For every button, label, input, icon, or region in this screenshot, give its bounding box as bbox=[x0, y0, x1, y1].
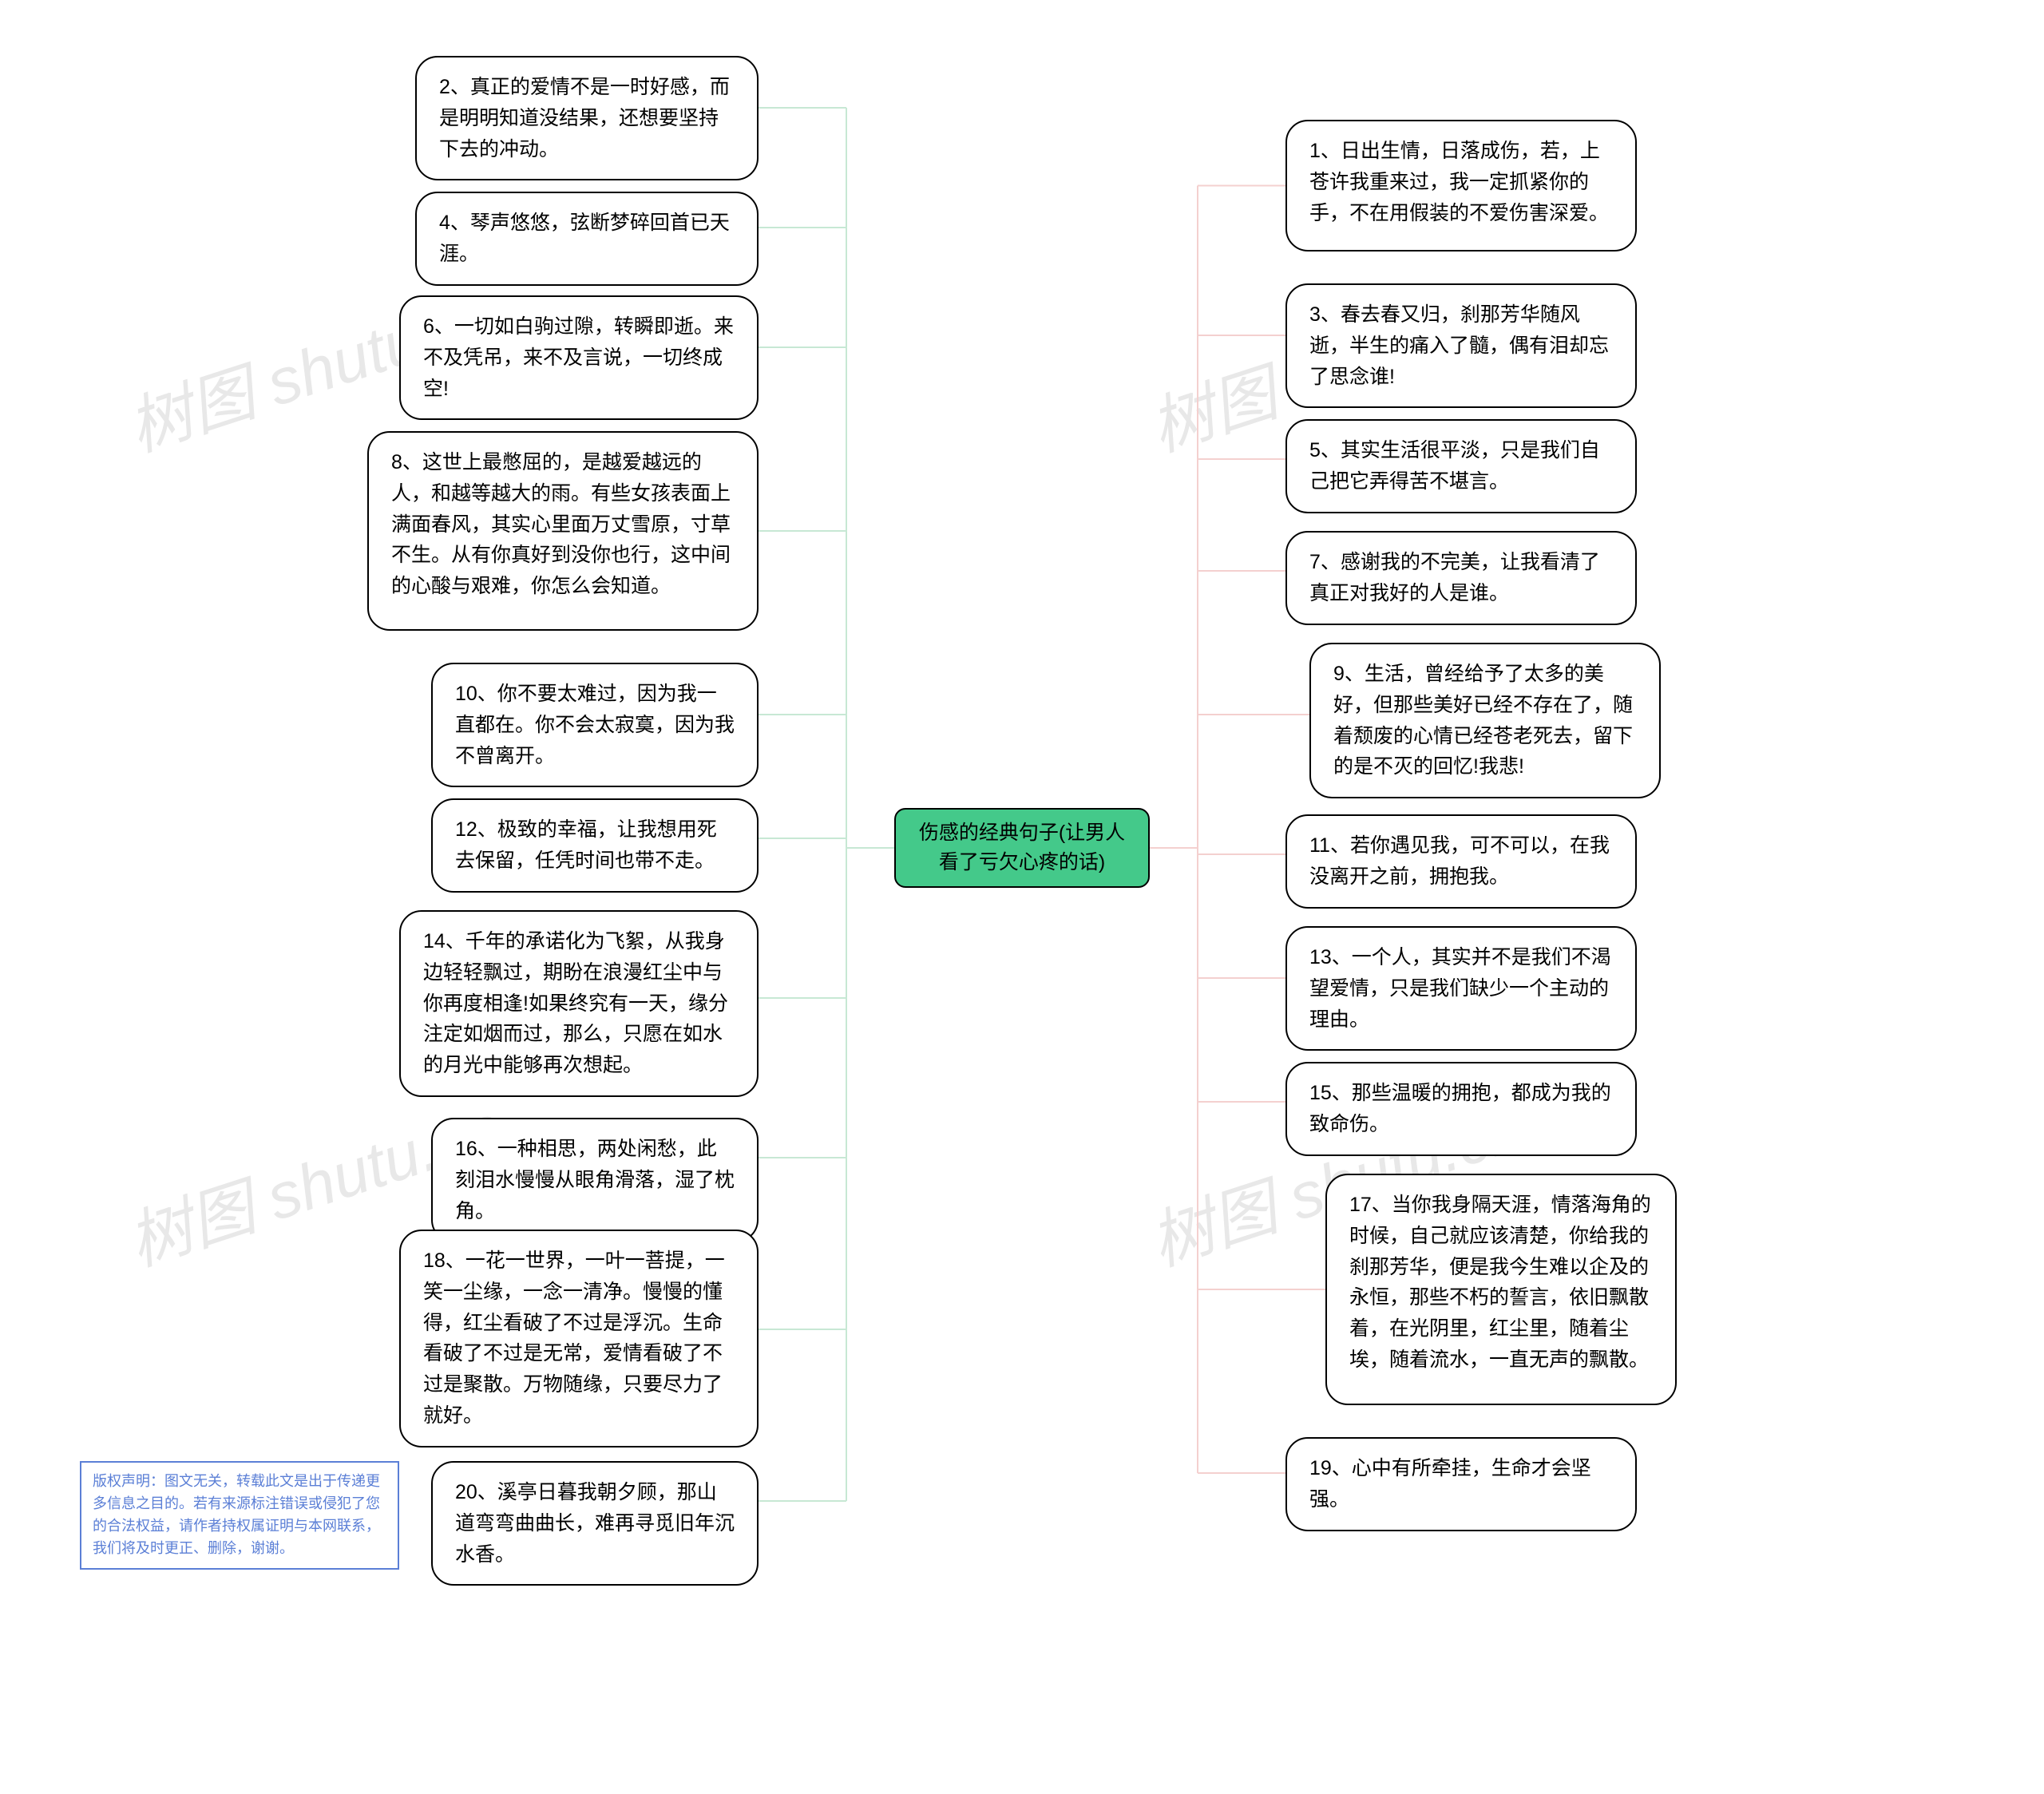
mindmap-node-left: 12、极致的幸福，让我想用死去保留，任凭时间也带不走。 bbox=[431, 798, 759, 893]
mindmap-node-left: 2、真正的爱情不是一时好感，而是明明知道没结果，还想要坚持下去的冲动。 bbox=[415, 56, 759, 180]
mindmap-node-left: 18、一花一世界，一叶一菩提，一笑一尘缘，一念一清净。慢慢的懂得，红尘看破了不过… bbox=[399, 1230, 759, 1447]
mindmap-node-left: 10、你不要太难过，因为我一直都在。你不会太寂寞，因为我不曾离开。 bbox=[431, 663, 759, 787]
mindmap-node-right: 11、若你遇见我，可不可以，在我没离开之前，拥抱我。 bbox=[1285, 814, 1637, 909]
copyright-notice: 版权声明：图文无关，转载此文是出于传递更多信息之目的。若有来源标注错误或侵犯了您… bbox=[80, 1461, 399, 1570]
mindmap-node-right: 3、春去春又归，刹那芳华随风逝，半生的痛入了髓，偶有泪却忘了思念谁! bbox=[1285, 283, 1637, 408]
mindmap-node-right: 15、那些温暖的拥抱，都成为我的致命伤。 bbox=[1285, 1062, 1637, 1156]
mindmap-node-left: 20、溪亭日暮我朝夕顾，那山道弯弯曲曲长，难再寻觅旧年沉水香。 bbox=[431, 1461, 759, 1586]
mindmap-node-left: 8、这世上最憋屈的，是越爱越远的人，和越等越大的雨。有些女孩表面上满面春风，其实… bbox=[367, 431, 759, 631]
mindmap-node-left: 4、琴声悠悠，弦断梦碎回首已天涯。 bbox=[415, 192, 759, 286]
mindmap-node-right: 19、心中有所牵挂，生命才会坚强。 bbox=[1285, 1437, 1637, 1531]
mindmap-node-right: 5、其实生活很平淡，只是我们自己把它弄得苦不堪言。 bbox=[1285, 419, 1637, 513]
mindmap-node-left: 6、一切如白驹过隙，转瞬即逝。来不及凭吊，来不及言说，一切终成空! bbox=[399, 295, 759, 420]
mindmap-node-right: 7、感谢我的不完美，让我看清了真正对我好的人是谁。 bbox=[1285, 531, 1637, 625]
mindmap-node-right: 1、日出生情，日落成伤，若，上苍许我重来过，我一定抓紧你的手，不在用假装的不爱伤… bbox=[1285, 120, 1637, 251]
mindmap-node-right: 13、一个人，其实并不是我们不渴望爱情，只是我们缺少一个主动的理由。 bbox=[1285, 926, 1637, 1051]
mindmap-node-right: 17、当你我身隔天涯，情落海角的时候，自己就应该清楚，你给我的刹那芳华，便是我今… bbox=[1325, 1174, 1677, 1405]
mindmap-node-left: 16、一种相思，两处闲愁，此刻泪水慢慢从眼角滑落，湿了枕角。 bbox=[431, 1118, 759, 1242]
mindmap-center: 伤感的经典句子(让男人看了亏欠心疼的话) bbox=[894, 808, 1150, 888]
mindmap-node-left: 14、千年的承诺化为飞絮，从我身边轻轻飘过，期盼在浪漫红尘中与你再度相逢!如果终… bbox=[399, 910, 759, 1097]
mindmap-node-right: 9、生活，曾经给予了太多的美好，但那些美好已经不存在了，随着颓废的心情已经苍老死… bbox=[1309, 643, 1661, 798]
